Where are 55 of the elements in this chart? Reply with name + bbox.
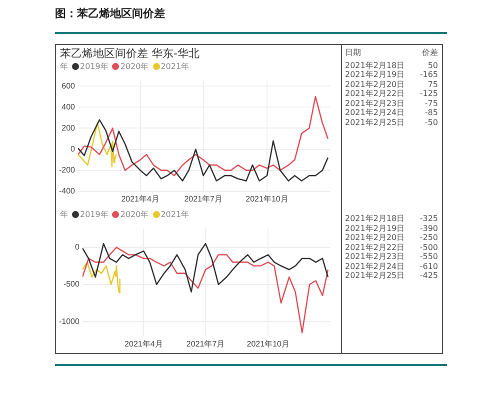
legend-label: 2019年 xyxy=(80,210,108,219)
text: 图：苯乙烯地区间价差 xyxy=(55,6,165,21)
data-label: -325 xyxy=(418,214,439,224)
legend-label: 2020年 xyxy=(120,210,149,219)
y-tick-label: 200 xyxy=(62,123,76,132)
y-tick-label: 600 xyxy=(62,81,76,90)
data-label: -125 xyxy=(418,89,439,98)
x-tick-label: 2021年7月 xyxy=(186,339,225,348)
data-label: -425 xyxy=(418,271,439,280)
category-label: 2021年2月22日 xyxy=(344,89,406,98)
category-label: 2021年2月20日 xyxy=(344,233,406,242)
y-tick-label: -500 xyxy=(63,280,80,289)
legend-title: 年 xyxy=(60,62,68,71)
y-tick-label: -400 xyxy=(58,186,76,196)
data-label: -85 xyxy=(424,108,439,118)
category-label: 2021年2月20日 xyxy=(344,80,406,89)
category-label: 2021年2月19日 xyxy=(344,224,406,233)
data-label: -250 xyxy=(418,233,439,242)
category-label: 2021年2月24日 xyxy=(344,262,406,271)
category-label: 2021年2月25日 xyxy=(344,118,406,127)
category-label: 2021年2月25日 xyxy=(344,271,406,280)
legend-label: 2021年 xyxy=(160,210,190,219)
category-label: 2021年2月24日 xyxy=(344,108,406,118)
y-tick-label: 400 xyxy=(62,102,76,112)
text: 日期 xyxy=(344,48,362,59)
y-tick-label: -1000 xyxy=(58,316,80,326)
data-label: 50 xyxy=(426,60,439,70)
y-tick-label: -200 xyxy=(58,166,76,175)
category-label: 2021年2月22日 xyxy=(344,242,406,252)
category-label: 2021年2月23日 xyxy=(344,252,406,262)
chart-title: 苯乙烯地区间价差 华东-华北 xyxy=(60,46,200,61)
legend-title: 年 xyxy=(60,210,68,219)
legend-label: 2019年 xyxy=(80,62,108,71)
text: 价差 xyxy=(421,48,439,59)
category-label: 2021年2月23日 xyxy=(344,98,406,108)
data-label: -50 xyxy=(424,118,439,127)
category-label: 2021年2月18日 xyxy=(344,214,406,224)
y-tick-label: 0 xyxy=(75,242,80,252)
legend-label: 2020年 xyxy=(120,62,149,71)
y-tick-label: 0 xyxy=(70,144,76,154)
x-tick-label: 2021年4月 xyxy=(121,194,160,204)
x-tick-label: 2021年7月 xyxy=(184,194,222,204)
data-label: -500 xyxy=(418,242,439,252)
legend-label: 2021年 xyxy=(160,62,190,71)
data-label: -75 xyxy=(424,98,439,108)
x-tick-label: 2021年4月 xyxy=(124,339,163,348)
x-tick-label: 2021年10月 xyxy=(246,194,288,204)
data-label: 75 xyxy=(426,80,439,89)
data-label: -390 xyxy=(418,224,439,233)
data-label: -610 xyxy=(418,262,439,271)
category-label: 2021年2月19日 xyxy=(344,70,406,80)
data-label: -165 xyxy=(418,70,439,80)
x-tick-label: 2021年10月 xyxy=(246,339,290,348)
data-label: -550 xyxy=(418,252,439,262)
category-label: 2021年2月18日 xyxy=(344,60,406,70)
